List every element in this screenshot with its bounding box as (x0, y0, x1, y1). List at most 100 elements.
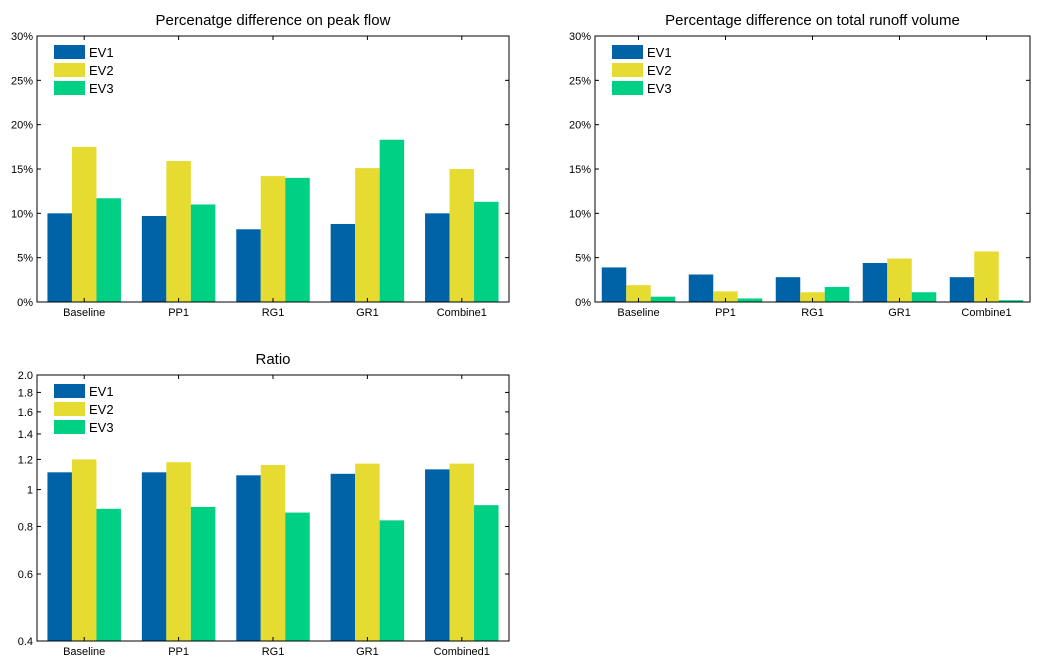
bar-ev3-rg1 (824, 286, 850, 302)
bar-ev3-rg1 (285, 177, 310, 302)
legend-label-ev2: EV2 (89, 402, 114, 417)
legend-swatch-ev3 (54, 81, 85, 95)
bar-ev1-gr1 (862, 262, 888, 302)
bar-ev2-rg1 (260, 176, 286, 302)
bar-ev2-pp1 (166, 161, 191, 302)
bar-ev3-pp1 (190, 506, 216, 641)
chart-title: Ratio (255, 351, 290, 368)
bar-ev2-rg1 (260, 465, 286, 641)
bar-ev1-gr1 (330, 223, 356, 302)
bar-ev3-combined1 (474, 505, 499, 641)
bar-ev2-combine1 (974, 251, 999, 302)
x-tick-label: GR1 (888, 307, 911, 319)
x-tick-label: Baseline (63, 646, 105, 658)
y-tick-label: 1.4 (18, 429, 33, 441)
legend-swatch-ev2 (54, 63, 85, 77)
x-tick-label: PP1 (168, 307, 189, 319)
x-tick-label: PP1 (168, 646, 189, 658)
y-tick-label: 25% (569, 75, 591, 87)
legend-swatch-ev1 (54, 45, 85, 59)
bar-ev1-combined1 (425, 469, 450, 641)
bar-ev2-combined1 (449, 463, 475, 641)
bar-ev2-gr1 (355, 463, 380, 641)
legend-swatch-ev3 (54, 420, 85, 434)
y-tick-label: 30% (11, 31, 33, 43)
bar-ev3-baseline (96, 198, 121, 302)
bar-ev3-gr1 (379, 520, 405, 641)
bar-ev1-rg1 (236, 475, 261, 641)
bar-ev3-gr1 (379, 139, 405, 302)
bar-ev1-baseline (601, 267, 627, 302)
x-tick-label: RG1 (801, 307, 824, 319)
legend-swatch-ev2 (612, 63, 643, 77)
bar-ev1-pp1 (141, 472, 167, 641)
bar-ev2-baseline (71, 459, 97, 641)
bar-ev1-baseline (47, 213, 72, 302)
bar-ev2-pp1 (713, 291, 738, 302)
legend-label-ev2: EV2 (89, 63, 114, 78)
bar-ev2-baseline (71, 146, 97, 302)
x-tick-label: Combine1 (961, 307, 1011, 319)
bar-ev3-pp1 (737, 298, 763, 302)
bar-ev3-baseline (650, 296, 676, 302)
y-tick-label: 25% (11, 75, 33, 87)
y-tick-label: 0.4 (18, 636, 33, 648)
legend-label-ev3: EV3 (89, 420, 114, 435)
bar-ev1-combine1 (425, 213, 450, 302)
y-tick-label: 20% (11, 120, 33, 132)
y-tick-label: 5% (575, 253, 591, 265)
y-tick-label: 30% (569, 31, 591, 43)
legend-label-ev1: EV1 (89, 45, 114, 60)
y-tick-label: 1 (27, 485, 33, 497)
bar-ev1-rg1 (236, 229, 261, 302)
bar-ev3-gr1 (911, 292, 937, 302)
bar-ev2-baseline (626, 285, 651, 302)
x-tick-label: Baseline (617, 307, 659, 319)
legend-swatch-ev1 (54, 384, 85, 398)
y-tick-label: 15% (11, 164, 33, 176)
chart-title: Percenatge difference on peak flow (156, 12, 391, 29)
bar-ev3-baseline (96, 508, 121, 641)
chart-panel-1: Percenatge difference on peak flow 0% 5% 10… (11, 12, 510, 319)
y-tick-label: 1.2 (18, 454, 33, 466)
y-tick-label: 10% (569, 208, 591, 220)
legend-label-ev3: EV3 (647, 81, 672, 96)
y-tick-label: 5% (17, 253, 33, 265)
legend-label-ev1: EV1 (89, 384, 114, 399)
bar-ev1-combine1 (949, 277, 975, 302)
bar-ev3-rg1 (285, 512, 310, 641)
bar-ev2-rg1 (800, 292, 825, 302)
bar-ev1-gr1 (330, 473, 356, 641)
legend-swatch-ev2 (54, 402, 85, 416)
legend-swatch-ev3 (612, 81, 643, 95)
legend-label-ev2: EV2 (647, 63, 672, 78)
x-tick-label: RG1 (262, 307, 285, 319)
legend-label-ev3: EV3 (89, 81, 114, 96)
bar-ev1-pp1 (141, 215, 167, 302)
x-tick-label: Combine1 (437, 307, 487, 319)
chart-panel-2: Percentage difference on total runoff vo… (569, 12, 1031, 319)
x-tick-label: Baseline (63, 307, 105, 319)
x-tick-label: GR1 (356, 307, 379, 319)
legend-label-ev1: EV1 (647, 45, 672, 60)
y-tick-label: 0.6 (18, 569, 33, 581)
y-tick-label: 15% (569, 164, 591, 176)
bar-ev1-rg1 (775, 277, 801, 302)
bar-ev3-combine1 (474, 201, 499, 302)
y-tick-label: 10% (11, 208, 33, 220)
y-tick-label: 2.0 (18, 370, 33, 382)
y-tick-label: 0% (575, 297, 591, 309)
y-tick-label: 1.6 (18, 407, 33, 419)
bar-ev3-pp1 (190, 204, 216, 302)
bar-ev2-pp1 (166, 462, 191, 641)
bar-ev2-gr1 (355, 168, 380, 302)
bar-ev1-pp1 (688, 274, 714, 302)
y-tick-label: 0.8 (18, 521, 33, 533)
y-tick-label: 1.8 (18, 387, 33, 399)
x-tick-label: PP1 (715, 307, 736, 319)
chart-panel-3: Ratio 0.4 0.6 0.8 1 1.2 1.4 1.6 1.8 2.0 Baseline PP… (18, 351, 510, 658)
bar-ev1-baseline (47, 472, 72, 641)
y-tick-label: 20% (569, 120, 591, 132)
legend-swatch-ev1 (612, 45, 643, 59)
